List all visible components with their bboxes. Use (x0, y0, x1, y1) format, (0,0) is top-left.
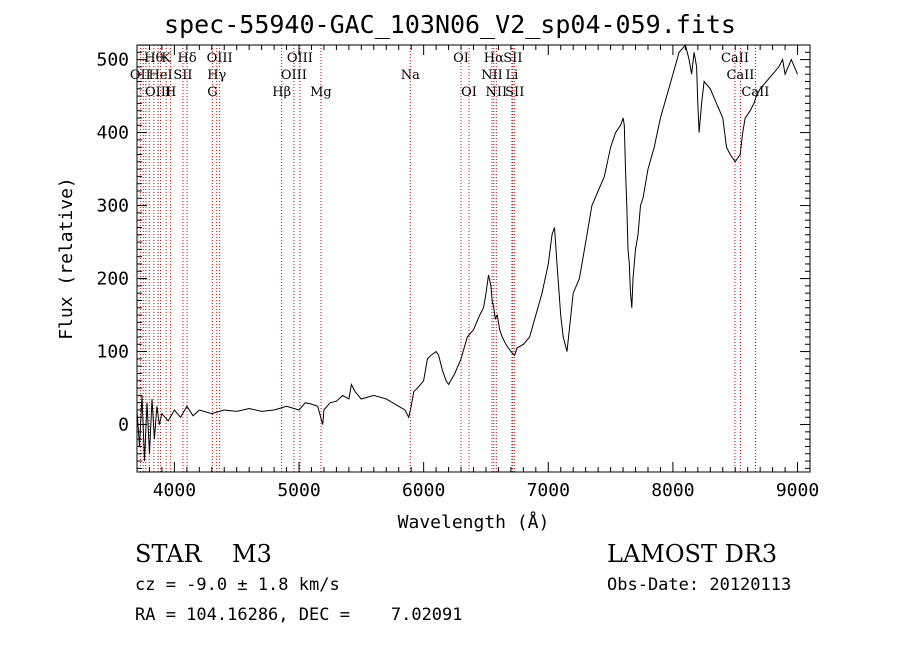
x-tick-label-5: 9000 (776, 480, 819, 501)
line-label-15: OIII (281, 68, 307, 83)
line-label-27: CaII (721, 51, 749, 66)
object-class: STAR M3 (135, 540, 272, 568)
y-tick-label-2: 200 (96, 269, 129, 290)
spectrum-line (136, 43, 798, 462)
emission-line-markers (139, 45, 756, 472)
x-axis-ticks: 4000 5000 6000 7000 8000 9000 (136, 45, 819, 501)
line-label-26: SII (505, 85, 524, 100)
line-label-28: CaII (726, 68, 754, 83)
line-label-16: OIII (287, 51, 313, 66)
line-label-22: Hα (484, 51, 504, 66)
line-label-6: HeI (148, 68, 172, 83)
line-label-9: Hδ (178, 51, 197, 66)
y-tick-label-4: 400 (96, 123, 129, 144)
line-label-14: Hβ (272, 85, 291, 100)
line-label-17: Mg (310, 85, 332, 100)
x-tick-label-2: 6000 (402, 480, 445, 501)
line-label-19: OI (453, 51, 469, 66)
line-label-23: NII (485, 85, 507, 100)
y-tick-label-5: 500 (96, 50, 129, 71)
survey-name: LAMOST DR3 (607, 540, 778, 568)
line-label-10: SII (173, 68, 192, 83)
line-label-11: Hγ (207, 68, 226, 83)
plot-frame (136, 44, 811, 473)
x-tick-label-0: 4000 (153, 480, 196, 501)
line-label-13: OIII (207, 51, 233, 66)
line-label-7: K (161, 51, 171, 66)
line-label-8: H (165, 85, 176, 100)
line-label-18: Na (401, 68, 420, 83)
line-label-29: CaII (741, 85, 769, 100)
y-tick-label-1: 100 (96, 342, 129, 363)
x-tick-label-3: 7000 (527, 480, 570, 501)
y-tick-label-3: 300 (96, 196, 129, 217)
x-tick-label-4: 8000 (651, 480, 694, 501)
line-label-4: Hθ (144, 51, 163, 66)
x-axis-label: Wavelength (Å) (398, 511, 550, 533)
line-label-21: NII (481, 68, 503, 83)
y-axis-ticks: 0 100 200 300 400 500 (96, 50, 810, 469)
line-label-5: OIII (145, 85, 171, 100)
line-label-24: Li (505, 68, 518, 83)
obs-date: Obs-Date: 20120113 (607, 575, 792, 595)
chart-title: spec-55940-GAC_103N06_V2_sp04-059.fits (164, 10, 736, 39)
redshift-info: cz = -9.0 ± 1.8 km/s (135, 575, 340, 595)
line-label-12: G (207, 85, 217, 100)
y-tick-label-0: 0 (118, 415, 129, 436)
x-tick-label-1: 5000 (277, 480, 320, 501)
y-axis-label: Flux (relative) (56, 177, 77, 340)
line-label-20: OI (461, 85, 477, 100)
line-label-25: SII (503, 51, 522, 66)
coordinates: RA = 104.16286, DEC = 7.02091 (135, 605, 463, 625)
line-label-0: OII (130, 68, 151, 83)
